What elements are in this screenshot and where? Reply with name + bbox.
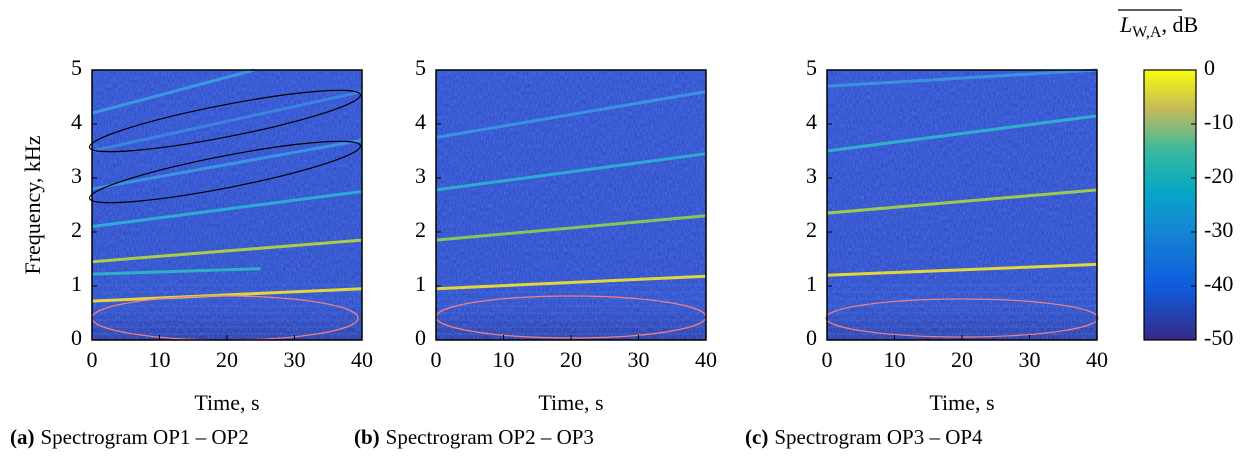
x-tick-label: 20 [216,347,238,372]
y-tick-label: 5 [415,55,426,80]
caption-tag: (b) [354,425,380,449]
caption-text: Spectrogram OP2 – OP3 [386,425,594,449]
harmonic-line [826,262,1098,277]
caption-tag: (a) [10,425,35,449]
y-tick-label: 3 [415,163,426,188]
caption: (c) Spectrogram OP3 – OP4 [745,425,983,449]
harmonic-line [435,90,707,139]
caption-tag: (c) [745,425,768,449]
x-axis-label: Time, s [538,390,603,415]
y-tick-label: 3 [71,163,82,188]
caption: (a) Spectrogram OP1 – OP2 [10,425,249,449]
x-tick-label: 30 [1019,347,1041,372]
colorbar-tick-label: 0 [1204,55,1215,80]
harmonic-line [435,274,707,291]
caption: (b) Spectrogram OP2 – OP3 [354,425,594,449]
highlight-ellipse [88,89,362,153]
harmonic-line [826,114,1098,153]
harmonic-line [91,68,255,115]
y-tick-label: 0 [415,325,426,350]
x-tick-label: 40 [351,347,373,372]
y-tick-label: 1 [806,271,817,296]
caption-text: Spectrogram OP3 – OP4 [774,425,983,449]
x-tick-label: 0 [87,347,98,372]
colorbar-unit: , dB [1161,12,1198,37]
harmonic-line [91,287,363,303]
harmonic-line [91,190,363,229]
y-tick-label: 1 [71,271,82,296]
x-tick-label: 0 [822,347,833,372]
y-tick-label: 4 [71,109,82,134]
y-tick-label: 0 [806,325,817,350]
harmonic-line [91,238,363,264]
colorbar-label: LW,A, dB [1119,12,1198,41]
x-axis-label: Time, s [929,390,994,415]
harmonic-line [91,138,363,191]
y-tick-label: 2 [71,217,82,242]
y-tick-label: 5 [806,55,817,80]
harmonic-line [91,267,261,276]
y-tick-label: 3 [806,163,817,188]
x-tick-label: 10 [884,347,906,372]
y-tick-label: 4 [415,109,426,134]
harmonic-line [91,90,363,153]
x-tick-label: 10 [149,347,171,372]
y-tick-label: 4 [806,109,817,134]
colorbar-tick-label: -20 [1204,163,1233,188]
colorbar-tick-label: -10 [1204,109,1233,134]
x-axis-label: Time, s [194,390,259,415]
y-tick-label: 0 [71,325,82,350]
x-tick-label: 30 [628,347,650,372]
x-tick-label: 40 [1086,347,1108,372]
x-tick-label: 40 [695,347,717,372]
x-tick-label: 0 [431,347,442,372]
colorbar-tick-label: -30 [1204,217,1233,242]
colorbar-tick-label: -40 [1204,271,1233,296]
colorbar [1143,69,1197,341]
x-tick-label: 20 [951,347,973,372]
highlight-ellipse [88,140,362,204]
y-tick-label: 1 [415,271,426,296]
caption-text: Spectrogram OP1 – OP2 [41,425,249,449]
x-tick-label: 30 [284,347,306,372]
y-axis-label: Frequency, kHz [20,135,45,274]
y-tick-label: 2 [415,217,426,242]
x-tick-label: 10 [493,347,515,372]
harmonic-line [435,214,707,242]
harmonic-line [826,68,1098,88]
y-tick-label: 5 [71,55,82,80]
harmonic-line [826,188,1098,215]
y-tick-label: 2 [806,217,817,242]
x-tick-label: 20 [560,347,582,372]
colorbar-tick-label: -50 [1204,325,1233,350]
colorbar-symbol: L [1119,12,1132,37]
harmonic-line [435,152,707,192]
colorbar-subscript: W,A [1132,24,1162,41]
spectrogram-noise [827,70,1097,340]
